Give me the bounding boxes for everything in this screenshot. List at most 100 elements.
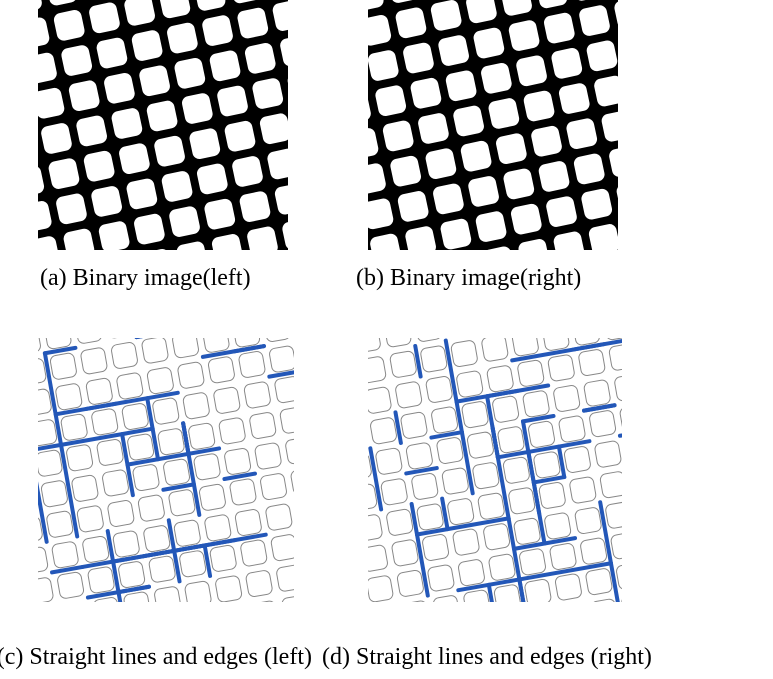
binary-image-right <box>368 0 618 250</box>
edge <box>533 451 561 479</box>
edge <box>447 498 475 526</box>
straight-line <box>45 348 76 353</box>
edge <box>477 492 505 520</box>
edge <box>269 345 294 373</box>
edge <box>483 523 511 551</box>
edge <box>172 338 200 359</box>
edge <box>38 577 54 602</box>
edge <box>132 464 160 492</box>
edge <box>461 401 489 429</box>
edge <box>96 439 124 467</box>
caption: (c) Straight lines and edges (left) <box>0 643 312 671</box>
edge <box>450 340 478 368</box>
edge <box>432 595 460 602</box>
edge <box>538 482 566 510</box>
edge <box>71 474 99 502</box>
edge <box>118 561 146 589</box>
edge <box>193 453 221 481</box>
edge <box>368 575 394 602</box>
straight-line <box>534 477 565 482</box>
edge <box>395 381 423 409</box>
edge <box>245 570 273 598</box>
lines-image-left <box>38 338 294 602</box>
edge <box>146 367 174 395</box>
edge <box>431 406 459 434</box>
edge <box>549 543 577 571</box>
straight-line <box>61 445 77 537</box>
straight-line <box>83 551 175 567</box>
edge <box>511 338 539 357</box>
edge <box>238 351 266 379</box>
edge <box>380 478 408 506</box>
edge <box>585 568 613 596</box>
edge <box>229 478 257 506</box>
edge <box>141 338 169 364</box>
edge <box>105 338 133 339</box>
caption: (d) Straight lines and edges (right) <box>322 643 652 671</box>
edge <box>492 395 520 423</box>
edge <box>204 514 232 542</box>
edge <box>497 426 525 454</box>
edge <box>279 406 294 434</box>
edge <box>152 397 180 425</box>
straight-line <box>127 448 219 464</box>
edge <box>75 338 103 344</box>
straight-line <box>174 535 266 551</box>
edge <box>524 579 552 602</box>
edge <box>91 408 119 436</box>
edge <box>82 536 110 564</box>
edge <box>121 403 149 431</box>
caption: (b) Binary image(right) <box>356 264 581 292</box>
edge <box>553 385 581 413</box>
edges <box>38 338 294 602</box>
straight-line <box>406 468 437 473</box>
edge <box>274 376 294 404</box>
edge <box>368 514 383 542</box>
edge <box>544 512 572 540</box>
straight-line <box>584 405 615 410</box>
edge <box>472 462 500 490</box>
edge <box>285 437 294 465</box>
edge <box>240 539 268 567</box>
edge <box>184 580 212 602</box>
edge <box>107 500 135 528</box>
edge <box>411 473 439 501</box>
edge <box>456 370 484 398</box>
edge <box>85 377 113 405</box>
straight-line <box>233 346 264 351</box>
binary-image-left <box>38 0 288 250</box>
edge <box>218 417 246 445</box>
edge <box>375 447 403 475</box>
edge <box>599 471 622 499</box>
edge <box>589 410 617 438</box>
edge <box>610 532 622 560</box>
edge <box>467 431 495 459</box>
edge <box>384 338 412 348</box>
edge <box>594 440 622 468</box>
edge <box>508 487 536 515</box>
edge <box>547 354 575 382</box>
edge <box>38 419 58 447</box>
edge <box>102 469 130 497</box>
straight-line <box>523 421 539 513</box>
straight-line <box>52 567 83 572</box>
straight-line <box>519 563 611 579</box>
edge <box>519 548 547 576</box>
edge <box>463 589 491 602</box>
edge <box>422 534 450 562</box>
edge <box>112 530 140 558</box>
edge <box>605 501 622 529</box>
edge <box>481 338 509 362</box>
edge <box>157 428 185 456</box>
edge <box>368 338 381 353</box>
edge <box>590 598 618 602</box>
edge <box>55 383 83 411</box>
edge <box>368 544 388 572</box>
straight-line <box>519 579 530 602</box>
edge <box>57 571 85 599</box>
edge <box>60 413 88 441</box>
edge <box>182 392 210 420</box>
edge <box>619 404 622 432</box>
edge <box>111 342 139 370</box>
straight-line <box>489 585 505 602</box>
